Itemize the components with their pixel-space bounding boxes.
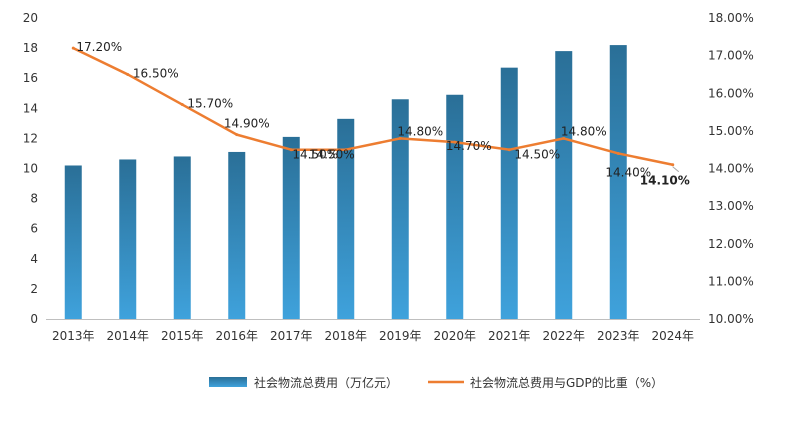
y-right-tick-label: 14.00% (708, 162, 754, 176)
y-left-tick-label: 10 (23, 162, 38, 176)
bar (282, 136, 300, 319)
y-right-tick-label: 15.00% (708, 124, 754, 138)
bar (391, 99, 409, 320)
y-left-tick-label: 8 (30, 192, 38, 206)
data-label: 14.40% (605, 165, 651, 179)
line-point (562, 136, 566, 140)
y-left-tick-label: 20 (23, 11, 38, 25)
y-right-tick-label: 13.00% (708, 199, 754, 213)
line-point (398, 136, 402, 140)
line-point (235, 133, 239, 137)
data-label: 14.50% (514, 148, 560, 162)
x-tick-label: 2022年 (542, 329, 585, 343)
bar (119, 159, 137, 319)
data-label: 14.70% (446, 139, 492, 153)
y-right-tick-label: 16.00% (708, 86, 754, 100)
line-point (507, 148, 511, 152)
data-label: 16.50% (133, 66, 179, 80)
line-point (289, 148, 293, 152)
y-right-tick-label: 11.00% (708, 274, 754, 288)
line-series (71, 46, 675, 167)
bar (555, 51, 573, 320)
bar (64, 165, 82, 319)
y-right-tick-label: 10.00% (708, 312, 754, 326)
x-tick-label: 2013年 (52, 329, 95, 343)
x-tick-label: 2014年 (106, 329, 149, 343)
y-left-tick-label: 16 (23, 71, 38, 85)
y-left-tick-label: 14 (23, 101, 38, 115)
bar (173, 156, 191, 319)
line-point (616, 151, 620, 155)
data-label: 14.90% (224, 117, 270, 131)
x-tick-label: 2024年 (651, 329, 694, 343)
axes: 0 2 4 6 8 10 12 14 16 18 20 10.00% 11.00% 12.00% 13.00… (23, 11, 754, 343)
bar (228, 151, 246, 319)
line-point (344, 148, 348, 152)
legend: 社会物流总费用（万亿元） 社会物流总费用与GDP的比重（%） (209, 375, 663, 390)
x-tick-label: 2020年 (433, 329, 476, 343)
y-left-tick-label: 4 (30, 252, 38, 266)
y-left-tick-label: 2 (30, 282, 38, 296)
x-tick-label: 2019年 (379, 329, 422, 343)
y-left-tick-label: 6 (30, 222, 38, 236)
data-label-leader (672, 166, 680, 173)
x-tick-label: 2021年 (488, 329, 531, 343)
y-right-tick-label: 12.00% (708, 237, 754, 251)
legend-bar-swatch (209, 377, 247, 387)
data-label: 17.20% (76, 40, 122, 54)
x-tick-label: 2023年 (597, 329, 640, 343)
y-left-tick-label: 18 (23, 41, 38, 55)
data-labels: 17.20%16.50%15.70%14.90%14.50%14.50%14.8… (76, 40, 689, 188)
bar (609, 45, 627, 320)
data-label: 14.50% (309, 148, 355, 162)
line-point (453, 140, 457, 144)
data-label: 14.10% (640, 174, 690, 188)
x-tick-label: 2015年 (161, 329, 204, 343)
line-point (71, 46, 75, 50)
line-point (671, 163, 675, 167)
bar (446, 94, 464, 319)
bar (337, 118, 355, 320)
bar (500, 67, 518, 319)
line-point (126, 72, 130, 76)
x-tick-label: 2018年 (324, 329, 367, 343)
data-label: 14.80% (561, 124, 607, 138)
legend-bar-label: 社会物流总费用（万亿元） (254, 375, 398, 390)
y-right-tick-label: 18.00% (708, 11, 754, 25)
y-right-tick-label: 17.00% (708, 49, 754, 63)
data-label: 15.70% (187, 97, 233, 111)
line-point (180, 103, 184, 107)
legend-line-label: 社会物流总费用与GDP的比重（%） (470, 375, 663, 390)
x-tick-label: 2017年 (270, 329, 313, 343)
x-tick-label: 2016年 (215, 329, 258, 343)
line-path (72, 46, 674, 166)
y-left-tick-label: 0 (30, 312, 38, 326)
data-label: 14.80% (397, 124, 443, 138)
data-label: 14.50% (292, 148, 338, 162)
bar-series (64, 45, 627, 320)
y-left-tick-label: 12 (23, 131, 38, 145)
